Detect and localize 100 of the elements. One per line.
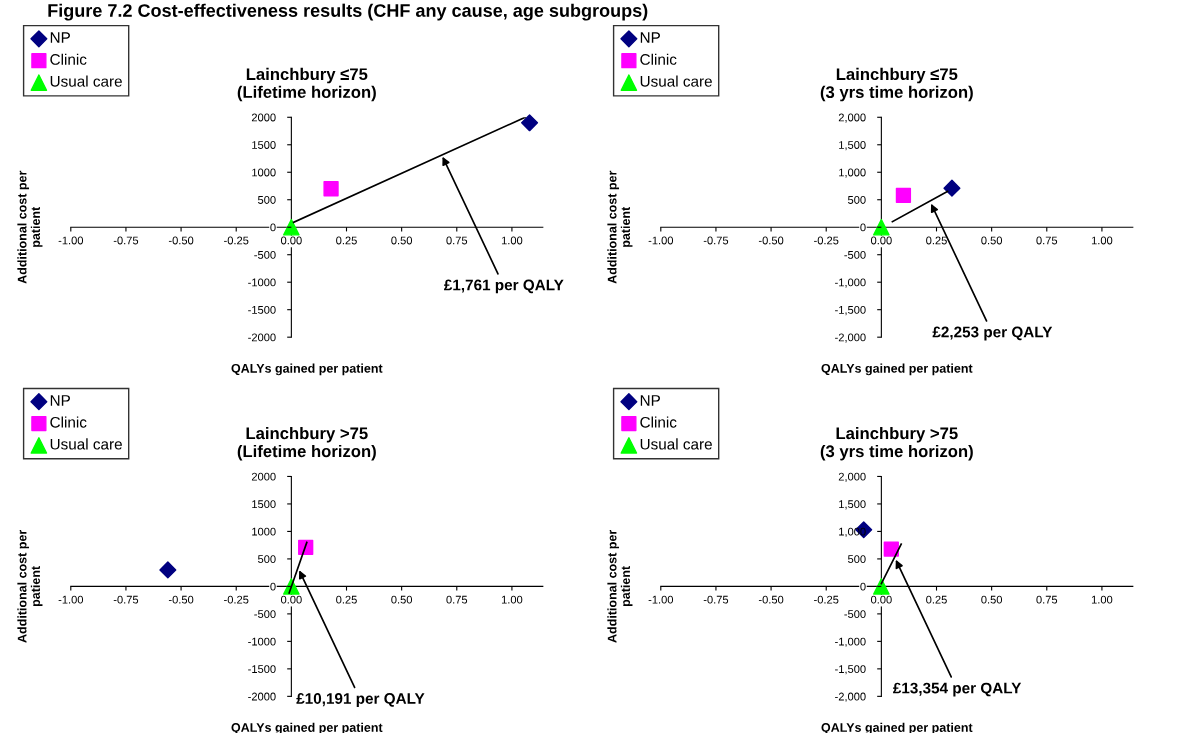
x-tick-label: 1.00 bbox=[1091, 236, 1113, 245]
y-tick-label: -500 bbox=[844, 250, 866, 259]
legend-label: Usual care bbox=[640, 75, 712, 87]
y-tick-label: 1,500 bbox=[839, 500, 866, 510]
y-axis-title: Additional cost per patient bbox=[17, 170, 43, 284]
y-tick-label: 0 bbox=[860, 582, 866, 591]
y-tick-label: -2,000 bbox=[835, 692, 866, 702]
y-tick-label: 1500 bbox=[252, 500, 276, 509]
x-tick-label: -0.50 bbox=[168, 595, 194, 604]
y-tick-label: 1500 bbox=[252, 141, 276, 149]
y-tick-label: -500 bbox=[254, 610, 276, 619]
point bbox=[873, 578, 890, 595]
chart-title: Lainchbury ≤75 (3 yrs time horizon) bbox=[820, 67, 973, 102]
x-tick-label: -0.25 bbox=[224, 236, 249, 245]
x-tick-label: 0.25 bbox=[926, 595, 947, 604]
y-tick-label: 2,000 bbox=[838, 113, 866, 123]
x-tick-label: 0.50 bbox=[391, 595, 413, 604]
legend-label: Clinic bbox=[50, 53, 87, 65]
legend-label: Usual care bbox=[640, 438, 712, 450]
annotation: £2,253 per QALY bbox=[932, 326, 1053, 341]
y-tick-label: 2000 bbox=[251, 113, 276, 122]
x-tick-label: 0.75 bbox=[1036, 236, 1058, 245]
y-tick-label: -1,500 bbox=[835, 305, 866, 316]
caption: Figure 7.2 Cost-effectiveness results (CHF any cause, age subgroups) bbox=[48, 3, 648, 21]
y-tick-label: -1500 bbox=[248, 665, 276, 673]
x-tick-label: -1.00 bbox=[58, 595, 84, 604]
x-tick-label: -0.25 bbox=[814, 236, 839, 245]
point bbox=[521, 114, 539, 132]
y-tick-label: 0 bbox=[860, 223, 866, 232]
x-tick-label: -0.50 bbox=[758, 595, 784, 604]
x-tick-label: -0.25 bbox=[814, 595, 839, 604]
y-tick-label: -2000 bbox=[248, 692, 276, 701]
point bbox=[943, 179, 961, 197]
y-tick-label: -1,000 bbox=[835, 637, 866, 647]
chart-title: Lainchbury ≤75 (Lifetime horizon) bbox=[237, 67, 376, 102]
x-tick-label: 0.75 bbox=[446, 236, 468, 245]
x-tick-label: 0.00 bbox=[870, 595, 892, 604]
y-tick-label: -500 bbox=[254, 250, 276, 259]
y-axis-title: Additional cost per patient bbox=[17, 529, 43, 643]
x-tick-label: 0.00 bbox=[280, 595, 302, 604]
x-tick-label: -0.75 bbox=[113, 236, 139, 245]
y-tick-label: 0 bbox=[270, 582, 276, 591]
legend-label: Clinic bbox=[640, 53, 677, 65]
y-tick-label: 1000 bbox=[252, 168, 276, 177]
x-tick-label: 0.50 bbox=[981, 595, 1003, 604]
x-tick-label: 0.75 bbox=[446, 595, 468, 604]
legend-label: Clinic bbox=[640, 416, 677, 428]
y-tick-label: 500 bbox=[257, 555, 276, 564]
x-tick-label: 0.00 bbox=[870, 236, 892, 245]
point bbox=[283, 218, 300, 236]
y-tick-label: 1,500 bbox=[839, 141, 866, 151]
y-tick-label: 500 bbox=[847, 196, 866, 204]
x-tick-label: -0.50 bbox=[168, 236, 194, 245]
point bbox=[323, 181, 339, 197]
x-tick-label: 0.50 bbox=[981, 236, 1003, 245]
x-tick-label: -0.50 bbox=[758, 236, 784, 245]
y-tick-label: -2000 bbox=[248, 333, 276, 342]
x-tick-label: 1.00 bbox=[501, 236, 523, 245]
legend-label: Clinic bbox=[50, 416, 87, 428]
chart-title: Lainchbury >75 (Lifetime horizon) bbox=[237, 426, 376, 461]
y-tick-label: -500 bbox=[844, 610, 866, 619]
x-axis-title: QALYs gained per patient bbox=[231, 363, 383, 376]
x-tick-label: -0.25 bbox=[224, 595, 249, 604]
y-tick-label: 2000 bbox=[251, 472, 276, 481]
y-tick-label: 500 bbox=[257, 196, 276, 204]
y-tick-label: -1500 bbox=[248, 305, 276, 314]
legend-label: NP bbox=[640, 395, 660, 406]
x-axis-title: QALYs gained per patient bbox=[821, 363, 973, 376]
legend-label: NP bbox=[50, 395, 70, 406]
y-tick-label: -2,000 bbox=[835, 333, 866, 343]
y-tick-label: 1000 bbox=[252, 527, 276, 536]
y-tick-label: -1,500 bbox=[835, 665, 866, 675]
y-tick-label: -1,000 bbox=[835, 278, 866, 288]
x-tick-label: -1.00 bbox=[648, 595, 674, 604]
y-tick-label: -1000 bbox=[248, 278, 276, 287]
x-tick-label: -1.00 bbox=[58, 236, 84, 245]
x-tick-label: 1.00 bbox=[1091, 595, 1113, 604]
point bbox=[159, 561, 177, 579]
x-tick-label: -0.75 bbox=[113, 595, 139, 604]
annotation: £10,191 per QALY bbox=[296, 693, 425, 707]
point bbox=[883, 541, 899, 557]
x-tick-label: 0.00 bbox=[280, 236, 302, 245]
x-tick-label: 0.25 bbox=[336, 236, 357, 245]
x-tick-label: -0.75 bbox=[703, 595, 729, 604]
x-tick-label: 0.50 bbox=[391, 236, 413, 245]
chart-title: Lainchbury >75 (3 yrs time horizon) bbox=[820, 426, 973, 461]
y-tick-label: 500 bbox=[847, 555, 866, 564]
x-tick-label: 0.25 bbox=[926, 236, 947, 245]
x-tick-label: -0.75 bbox=[703, 236, 729, 245]
y-tick-label: 0 bbox=[270, 223, 276, 232]
x-tick-label: 0.25 bbox=[336, 595, 357, 604]
point bbox=[873, 218, 890, 236]
legend-label: NP bbox=[50, 32, 70, 43]
legend-label: NP bbox=[640, 32, 660, 43]
legend-label: Usual care bbox=[50, 438, 122, 450]
point bbox=[895, 187, 912, 203]
x-tick-label: 0.75 bbox=[1036, 595, 1058, 604]
annotation: £1,761 per QALY bbox=[443, 279, 564, 294]
y-tick-label: 1,000 bbox=[839, 168, 866, 178]
y-tick-label: 2,000 bbox=[838, 472, 866, 482]
